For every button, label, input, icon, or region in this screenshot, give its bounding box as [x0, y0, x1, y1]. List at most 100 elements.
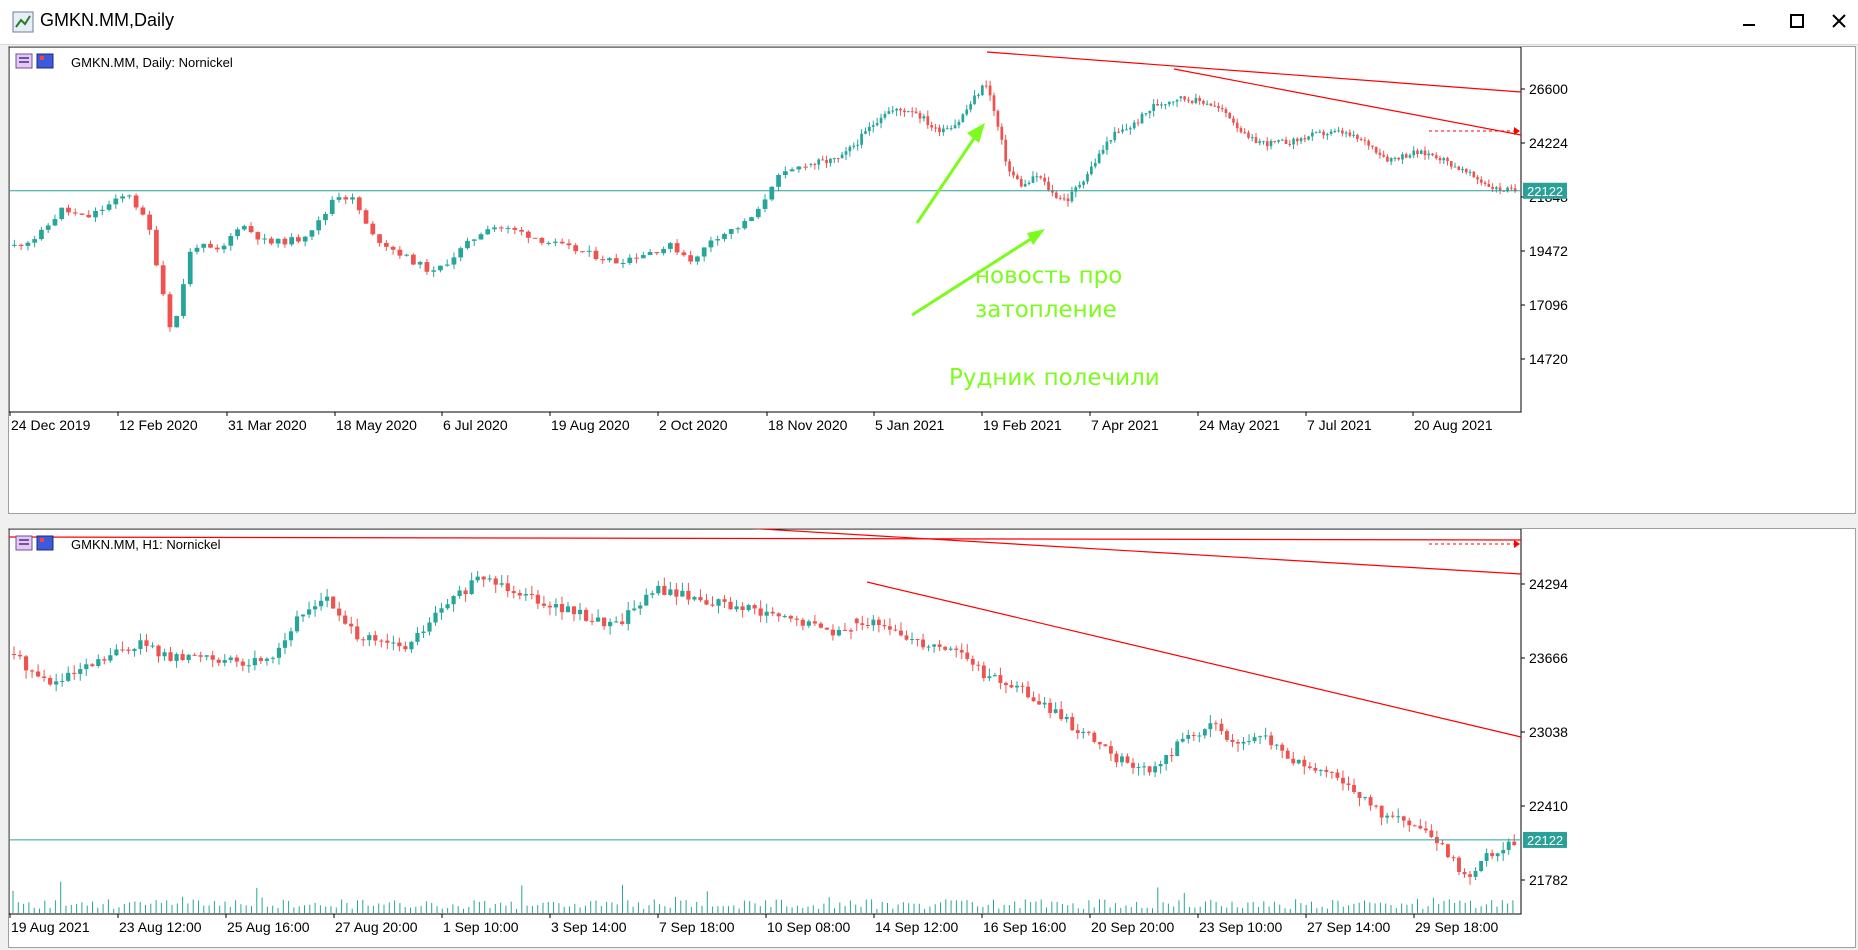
h1-candle — [17, 654, 23, 657]
time-axis-label: 20 Aug 2021 — [1414, 417, 1493, 433]
h1-candle — [529, 594, 534, 596]
h1-candle — [35, 671, 41, 677]
daily-candle — [1386, 156, 1389, 162]
h1-candle — [1335, 772, 1340, 778]
h1-candle — [728, 601, 733, 610]
close-button[interactable] — [1822, 6, 1856, 36]
h1-candle — [162, 652, 167, 657]
maximize-button[interactable] — [1780, 6, 1814, 36]
h1-candle — [60, 680, 65, 682]
daily-candle — [1348, 132, 1352, 136]
h1-candle — [818, 623, 823, 628]
h1-candle — [1296, 759, 1301, 764]
h1-candle — [650, 593, 655, 595]
daily-candle — [539, 237, 545, 243]
h1-candle — [222, 660, 227, 663]
daily-candle — [728, 229, 734, 234]
daily-candle — [776, 175, 781, 187]
h1-candle — [1053, 709, 1058, 713]
daily-candle — [1097, 153, 1101, 163]
h1-chart-pane[interactable]: 24294 23666 23038 22410 21782 19 Aug 2021 23 A… — [8, 528, 1856, 948]
h1-chart-canvas[interactable]: 24294 23666 23038 22410 21782 19 Aug 2021 23 A… — [9, 529, 1855, 947]
h1-candle — [871, 619, 876, 626]
time-axis-label: 24 Dec 2019 — [11, 417, 91, 433]
daily-candle — [573, 245, 579, 252]
h1-candle — [216, 659, 221, 663]
daily-candle — [546, 242, 552, 244]
chart-toolbar-icons[interactable] — [15, 534, 55, 552]
daily-candle — [1074, 187, 1078, 192]
h1-candle — [1153, 766, 1158, 773]
daily-candle — [930, 125, 934, 128]
h1-candle — [168, 652, 173, 661]
h1-candle — [240, 661, 245, 666]
h1-candle — [1213, 723, 1218, 725]
h1-candle — [812, 621, 817, 624]
daily-candle — [498, 227, 504, 229]
daily-candle — [485, 229, 491, 235]
h1-candle — [788, 615, 793, 619]
h1-candle — [1186, 734, 1191, 739]
daily-candle — [1359, 138, 1363, 140]
annotation-mine-fixed: Рудник полечили — [949, 365, 1160, 391]
h1-candle — [102, 659, 107, 661]
resistance-trendline — [986, 51, 1522, 93]
daily-candle — [1012, 171, 1015, 176]
h1-candle — [842, 629, 848, 631]
daily-candle — [1027, 182, 1031, 185]
daily-chart-canvas[interactable]: 26600242242184819472170961472024 Dec 201… — [9, 47, 1855, 513]
daily-candle — [953, 125, 957, 129]
daily-candle — [945, 128, 949, 130]
h1-candle — [948, 648, 953, 650]
daily-candle — [1202, 101, 1205, 104]
daily-candle — [868, 126, 871, 132]
h1-candle — [1313, 767, 1318, 771]
daily-candle — [1164, 104, 1167, 106]
daily-candle — [99, 209, 105, 211]
h1-candle — [397, 642, 402, 647]
daily-candle — [59, 207, 65, 220]
h1-candle — [959, 650, 964, 653]
minimize-button[interactable] — [1732, 6, 1766, 36]
h1-candle — [331, 596, 336, 609]
h1-candle — [294, 616, 300, 632]
h1-candle — [90, 664, 95, 666]
time-axis-label: 7 Apr 2021 — [1091, 417, 1159, 433]
daily-candle — [856, 144, 860, 146]
daily-candle — [926, 116, 930, 126]
h1-candle — [457, 590, 462, 597]
h1-candle — [577, 609, 583, 615]
daily-candle — [512, 227, 518, 230]
daily-candle — [1086, 174, 1089, 182]
daily-candle — [296, 237, 301, 242]
daily-candle — [329, 199, 335, 214]
daily-candle — [1356, 134, 1359, 139]
daily-candle — [262, 238, 267, 240]
daily-candle — [695, 256, 700, 262]
daily-candle — [1187, 99, 1190, 101]
daily-candle — [1495, 187, 1498, 190]
h1-candle — [904, 635, 909, 640]
daily-candle — [1446, 158, 1449, 162]
daily-candle — [789, 169, 795, 172]
daily-candle — [465, 240, 470, 249]
daily-candle — [201, 243, 207, 248]
daily-candle — [1408, 155, 1412, 158]
h1-candle — [463, 590, 468, 595]
arrowhead-icon — [967, 123, 985, 143]
daily-candle — [1235, 122, 1239, 129]
daily-candle — [755, 208, 761, 218]
h1-candle — [349, 623, 354, 627]
h1-candle — [1501, 849, 1506, 854]
time-axis-label: 20 Sep 20:00 — [1091, 919, 1175, 935]
h1-candle — [373, 635, 378, 641]
daily-candle — [255, 232, 261, 240]
daily-candle — [1213, 105, 1216, 107]
h1-candle — [565, 606, 571, 613]
h1-candle — [1479, 860, 1484, 871]
daily-candle — [992, 95, 996, 111]
h1-candle — [836, 629, 842, 636]
chart-toolbar-icons[interactable] — [15, 52, 55, 70]
daily-chart-pane[interactable]: 26600242242184819472170961472024 Dec 201… — [8, 46, 1856, 514]
h1-candle — [992, 675, 997, 677]
